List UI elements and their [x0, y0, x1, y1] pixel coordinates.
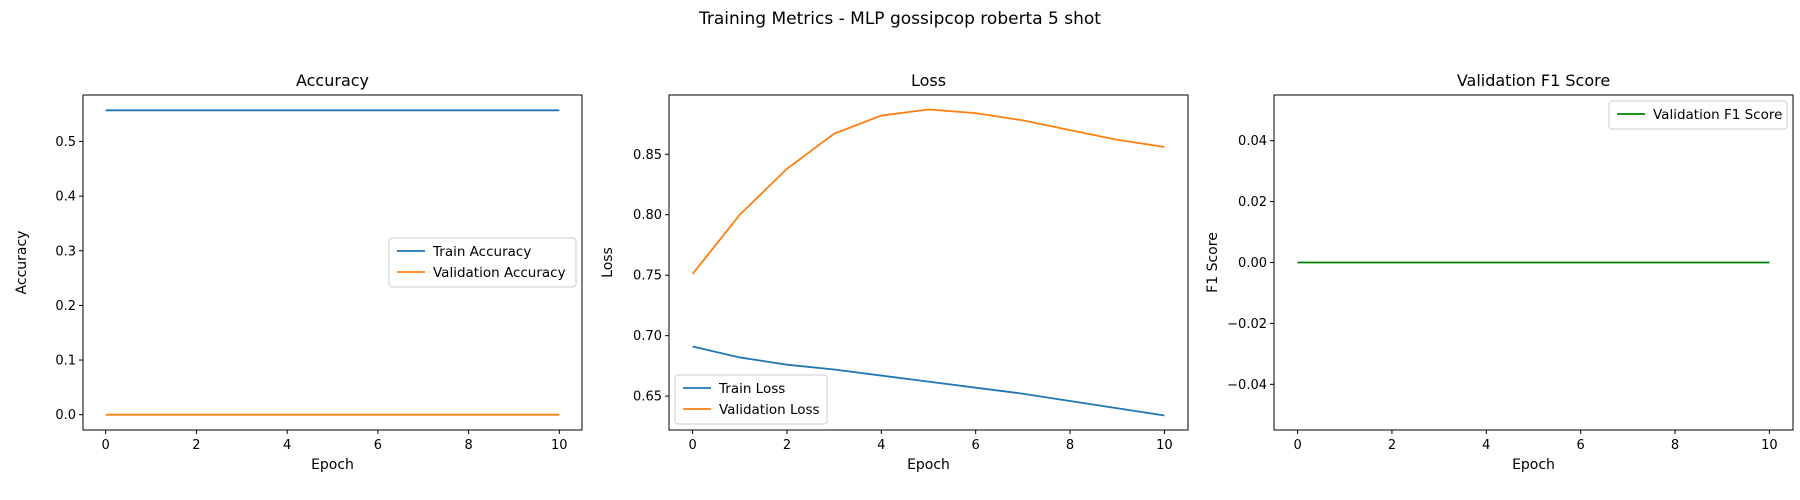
x-tick-label: 2	[783, 438, 791, 453]
x-tick-label: 8	[1671, 438, 1679, 453]
chart-panel-1: Accuracy 0 2 4 6 8 10 0.0 0.1 0.2 0.3 0.4 0.5 Epoch Ac…	[14, 71, 583, 473]
y-tick-label: 0.65	[633, 390, 662, 405]
y-tick-label: 0.00	[1238, 256, 1267, 271]
x-tick-label: 4	[1482, 438, 1490, 453]
chart-panel-3: Validation F1 Score 0 2 4 6 8 10 −0.04 −0.02 0.00…	[1205, 71, 1794, 473]
series-line-2	[691, 108, 1165, 275]
subplot-title: Accuracy	[296, 71, 369, 90]
y-tick-label: −0.02	[1227, 317, 1267, 332]
y-tick-label: 0.04	[1238, 134, 1267, 149]
x-tick-label: 8	[464, 438, 472, 453]
y-tick-label: 0.75	[633, 269, 662, 284]
legend-box	[388, 237, 577, 288]
y-axis-label: Accuracy	[14, 231, 30, 295]
x-tick-label: 6	[972, 438, 980, 453]
x-tick-label: 0	[1293, 438, 1301, 453]
chart-panel-2: Loss 0 2 4 6 8 10 0.65 0.70 0.75 0.80 0.85 Epoch Loss…	[600, 71, 1189, 473]
x-axis-label: Epoch	[311, 457, 354, 473]
legend: Train Accuracy Validation Accuracy	[388, 237, 577, 288]
x-tick-label: 0	[688, 438, 696, 453]
figure-title: Training Metrics - MLP gossipcop roberta…	[698, 9, 1101, 29]
legend-label: Validation Accuracy	[433, 265, 566, 281]
x-tick-label: 0	[102, 438, 110, 453]
subplot-title: Loss	[911, 71, 946, 90]
legend-label: Train Accuracy	[432, 244, 531, 260]
series-line-1	[692, 345, 1165, 417]
plot-frame	[1273, 94, 1794, 431]
subplot-title: Validation F1 Score	[1457, 71, 1610, 90]
legend-box	[674, 374, 828, 425]
x-axis-label: Epoch	[907, 457, 950, 473]
chart-panels: Accuracy 0 2 4 6 8 10 0.0 0.1 0.2 0.3 0.4 0.5 Epoch Ac…	[14, 71, 1794, 473]
legend: Train Loss Validation Loss	[674, 374, 828, 425]
y-tick-label: 0.0	[55, 408, 76, 423]
y-tick-label: 0.85	[633, 148, 662, 163]
y-tick-label: 0.5	[55, 135, 76, 150]
x-tick-label: 2	[1388, 438, 1396, 453]
x-tick-label: 4	[283, 438, 291, 453]
y-tick-label: 0.3	[55, 244, 76, 259]
legend-label: Validation F1 Score	[1653, 107, 1782, 123]
y-tick-label: 0.02	[1238, 195, 1267, 210]
x-tick-label: 10	[1761, 438, 1778, 453]
legend-label: Train Loss	[718, 381, 785, 397]
y-tick-label: 0.2	[55, 299, 76, 314]
legend-label: Validation Loss	[719, 402, 820, 418]
y-axis-label: Loss	[600, 247, 616, 278]
x-tick-label: 2	[192, 438, 200, 453]
x-tick-label: 4	[877, 438, 885, 453]
y-tick-label: 0.1	[55, 354, 76, 369]
legend-box	[1608, 100, 1788, 130]
x-tick-label: 6	[1577, 438, 1585, 453]
x-tick-label: 10	[1156, 438, 1173, 453]
y-tick-label: 0.70	[633, 329, 662, 344]
x-tick-label: 8	[1066, 438, 1074, 453]
y-tick-label: −0.04	[1227, 378, 1267, 393]
y-tick-label: 0.80	[633, 208, 662, 223]
y-axis-label: F1 Score	[1205, 232, 1221, 293]
y-tick-label: 0.4	[55, 190, 76, 205]
x-axis-label: Epoch	[1512, 457, 1555, 473]
plot-frame	[82, 94, 583, 431]
legend: Validation F1 Score	[1608, 100, 1788, 130]
plot-frame	[668, 94, 1189, 431]
x-tick-label: 6	[374, 438, 382, 453]
x-tick-label: 10	[551, 438, 568, 453]
